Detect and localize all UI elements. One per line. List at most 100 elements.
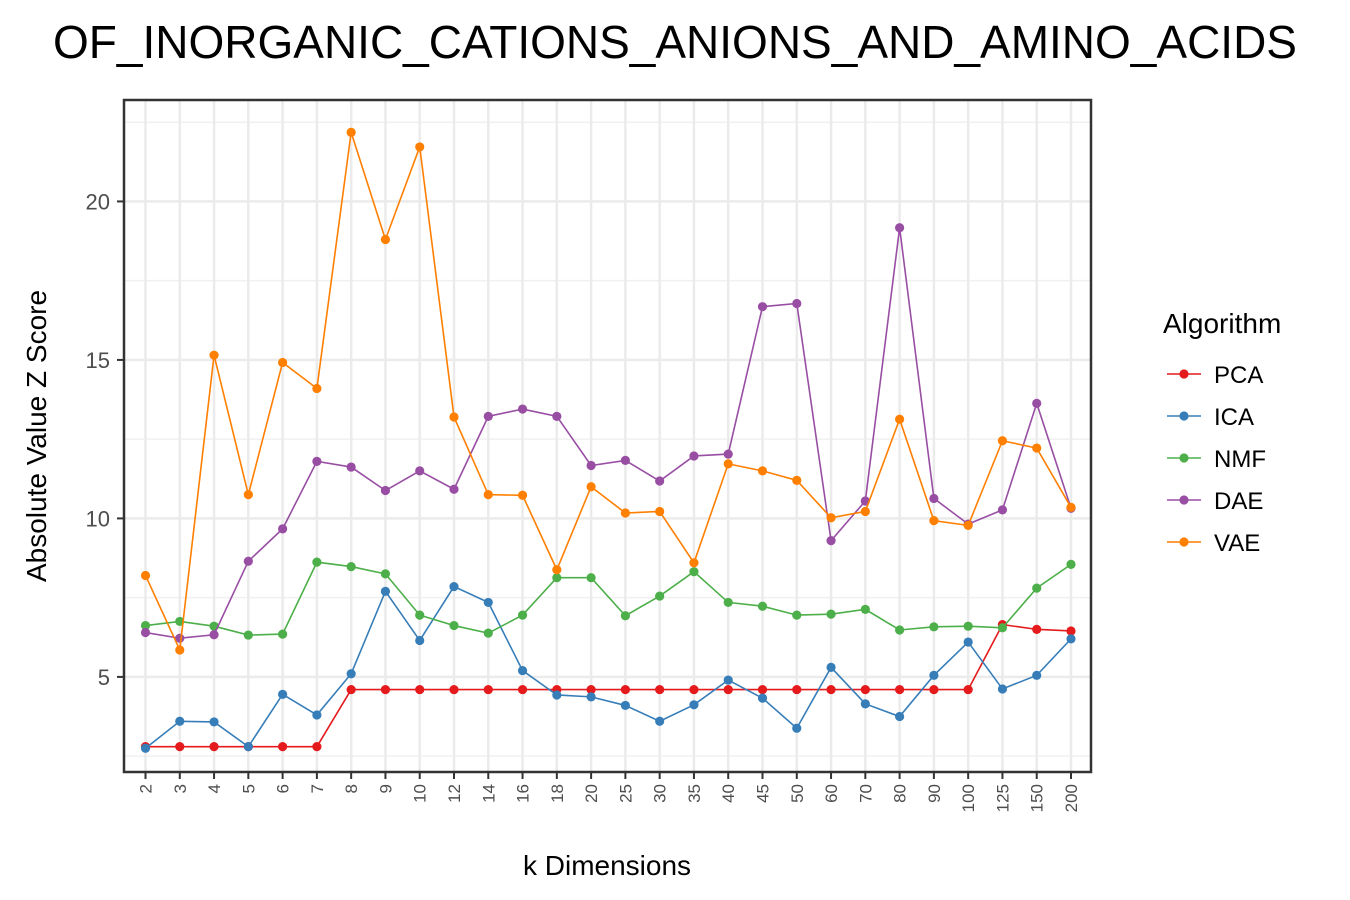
data-point-nmf <box>895 625 905 635</box>
series-layer <box>140 127 1076 753</box>
data-point-vae <box>209 350 219 360</box>
y-tick-label: 20 <box>86 189 110 214</box>
data-point-dae <box>792 298 802 309</box>
legend-label: ICA <box>1214 404 1254 431</box>
data-point-vae <box>1032 443 1042 453</box>
x-tick-label: 30 <box>651 784 670 803</box>
y-tick-label: 5 <box>98 665 110 690</box>
data-point-pca <box>380 684 391 695</box>
data-point-ica <box>483 597 493 608</box>
x-tick-label: 50 <box>788 784 807 803</box>
data-point-pca <box>517 684 528 695</box>
x-tick-label: 20 <box>582 784 601 803</box>
data-point-ica <box>415 635 425 646</box>
data-point-dae <box>243 556 253 566</box>
data-point-vae <box>895 414 905 424</box>
data-point-ica <box>209 717 219 727</box>
data-point-vae <box>929 516 939 526</box>
data-point-vae <box>415 142 425 152</box>
data-point-vae <box>586 482 596 492</box>
data-point-nmf <box>655 591 665 601</box>
data-point-nmf <box>415 610 425 620</box>
data-point-vae <box>757 466 768 476</box>
data-point-nmf <box>380 569 391 579</box>
series-pca <box>140 620 1076 752</box>
data-point-dae <box>449 484 459 494</box>
x-tick-label: 150 <box>1028 784 1047 812</box>
data-point-dae <box>997 505 1008 515</box>
x-tick-label: 9 <box>376 784 395 793</box>
x-tick-label: 8 <box>342 784 361 793</box>
data-point-ica <box>655 716 665 726</box>
data-point-vae <box>243 490 253 500</box>
data-point-nmf <box>586 573 596 583</box>
data-point-vae <box>792 475 802 485</box>
data-point-nmf <box>723 597 733 608</box>
data-point-vae <box>380 234 391 245</box>
data-point-ica <box>346 669 356 679</box>
x-tick-label: 16 <box>514 784 533 803</box>
data-point-ica <box>312 710 322 720</box>
data-point-pca <box>792 684 802 695</box>
data-point-vae <box>449 412 459 422</box>
data-point-nmf <box>346 561 356 572</box>
data-point-pca <box>929 684 939 695</box>
data-point-nmf <box>1032 583 1042 593</box>
data-point-dae <box>517 404 528 414</box>
data-point-vae <box>552 565 562 575</box>
legend-label: DAE <box>1214 488 1263 515</box>
data-point-dae <box>655 476 665 486</box>
data-point-nmf <box>860 604 870 614</box>
data-point-vae <box>175 645 185 655</box>
data-point-vae <box>963 520 973 530</box>
data-point-pca <box>860 684 870 695</box>
legend-key-point <box>1179 369 1189 379</box>
x-tick-label: 5 <box>239 784 258 793</box>
legend-key-point <box>1179 453 1189 463</box>
data-point-ica <box>997 684 1008 694</box>
series-dae <box>140 223 1076 643</box>
data-point-pca <box>826 684 836 695</box>
x-tick-label: 18 <box>548 784 567 803</box>
data-point-ica <box>620 700 630 711</box>
data-point-dae <box>826 536 836 546</box>
data-point-ica <box>449 581 459 592</box>
data-point-vae <box>997 436 1008 446</box>
data-point-vae <box>620 508 630 518</box>
data-point-ica <box>963 637 973 647</box>
panel-border <box>122 98 1093 774</box>
series-ica <box>140 581 1076 753</box>
legend-item-vae: VAE <box>1167 530 1260 557</box>
legend: Algorithm PCA ICA NMF DAE VAE <box>1163 308 1281 557</box>
data-point-vae <box>826 513 836 523</box>
x-tick-label: 45 <box>754 784 773 803</box>
series-line-ica <box>145 585 1072 749</box>
legend-item-ica: ICA <box>1167 404 1254 431</box>
data-point-dae <box>415 466 425 476</box>
legend-key-point <box>1179 411 1189 421</box>
x-tick-label: 4 <box>205 784 224 793</box>
x-tick-label: 125 <box>993 784 1012 812</box>
data-point-nmf <box>620 611 630 621</box>
x-tick-label: 7 <box>308 784 327 793</box>
data-point-dae <box>620 455 630 466</box>
data-point-pca <box>689 684 699 695</box>
data-point-pca <box>415 684 425 695</box>
legend-label: PCA <box>1214 362 1263 389</box>
data-point-dae <box>895 223 905 233</box>
legend-item-dae: DAE <box>1167 488 1263 515</box>
x-tick-label: 2 <box>137 784 156 793</box>
data-point-ica <box>380 586 391 596</box>
legend-key-point <box>1179 495 1189 505</box>
x-tick-label: 90 <box>925 784 944 803</box>
data-point-nmf <box>826 609 836 619</box>
data-point-ica <box>929 670 939 680</box>
y-axis-title: Absolute Value Z Score <box>21 290 52 582</box>
x-tick-label: 12 <box>445 784 464 803</box>
data-point-vae <box>312 383 322 394</box>
data-point-ica <box>1032 670 1042 680</box>
data-point-dae <box>346 462 356 472</box>
legend-item-pca: PCA <box>1167 362 1263 389</box>
data-point-nmf <box>963 621 973 631</box>
